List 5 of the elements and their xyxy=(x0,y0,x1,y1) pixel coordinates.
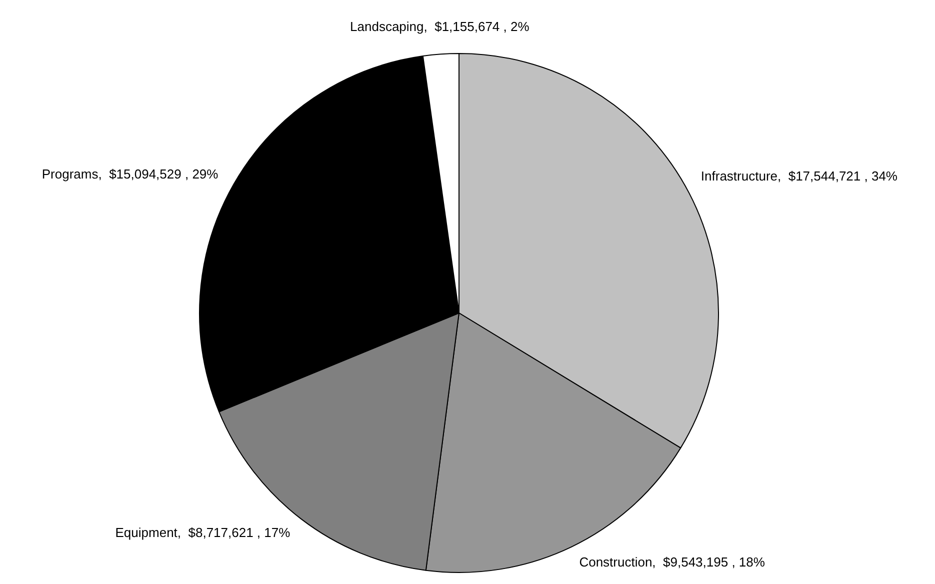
slice-label: Construction, $9,543,195 , 18% xyxy=(579,554,766,570)
slice-label: Infrastructure, $17,544,721 , 34% xyxy=(700,168,898,184)
slice-label: Equipment, $8,717,621 , 17% xyxy=(115,524,291,540)
slice-label: Landscaping, $1,155,674 , 2% xyxy=(350,19,530,34)
slice-label: Programs, $15,094,529 , 29% xyxy=(42,166,219,182)
